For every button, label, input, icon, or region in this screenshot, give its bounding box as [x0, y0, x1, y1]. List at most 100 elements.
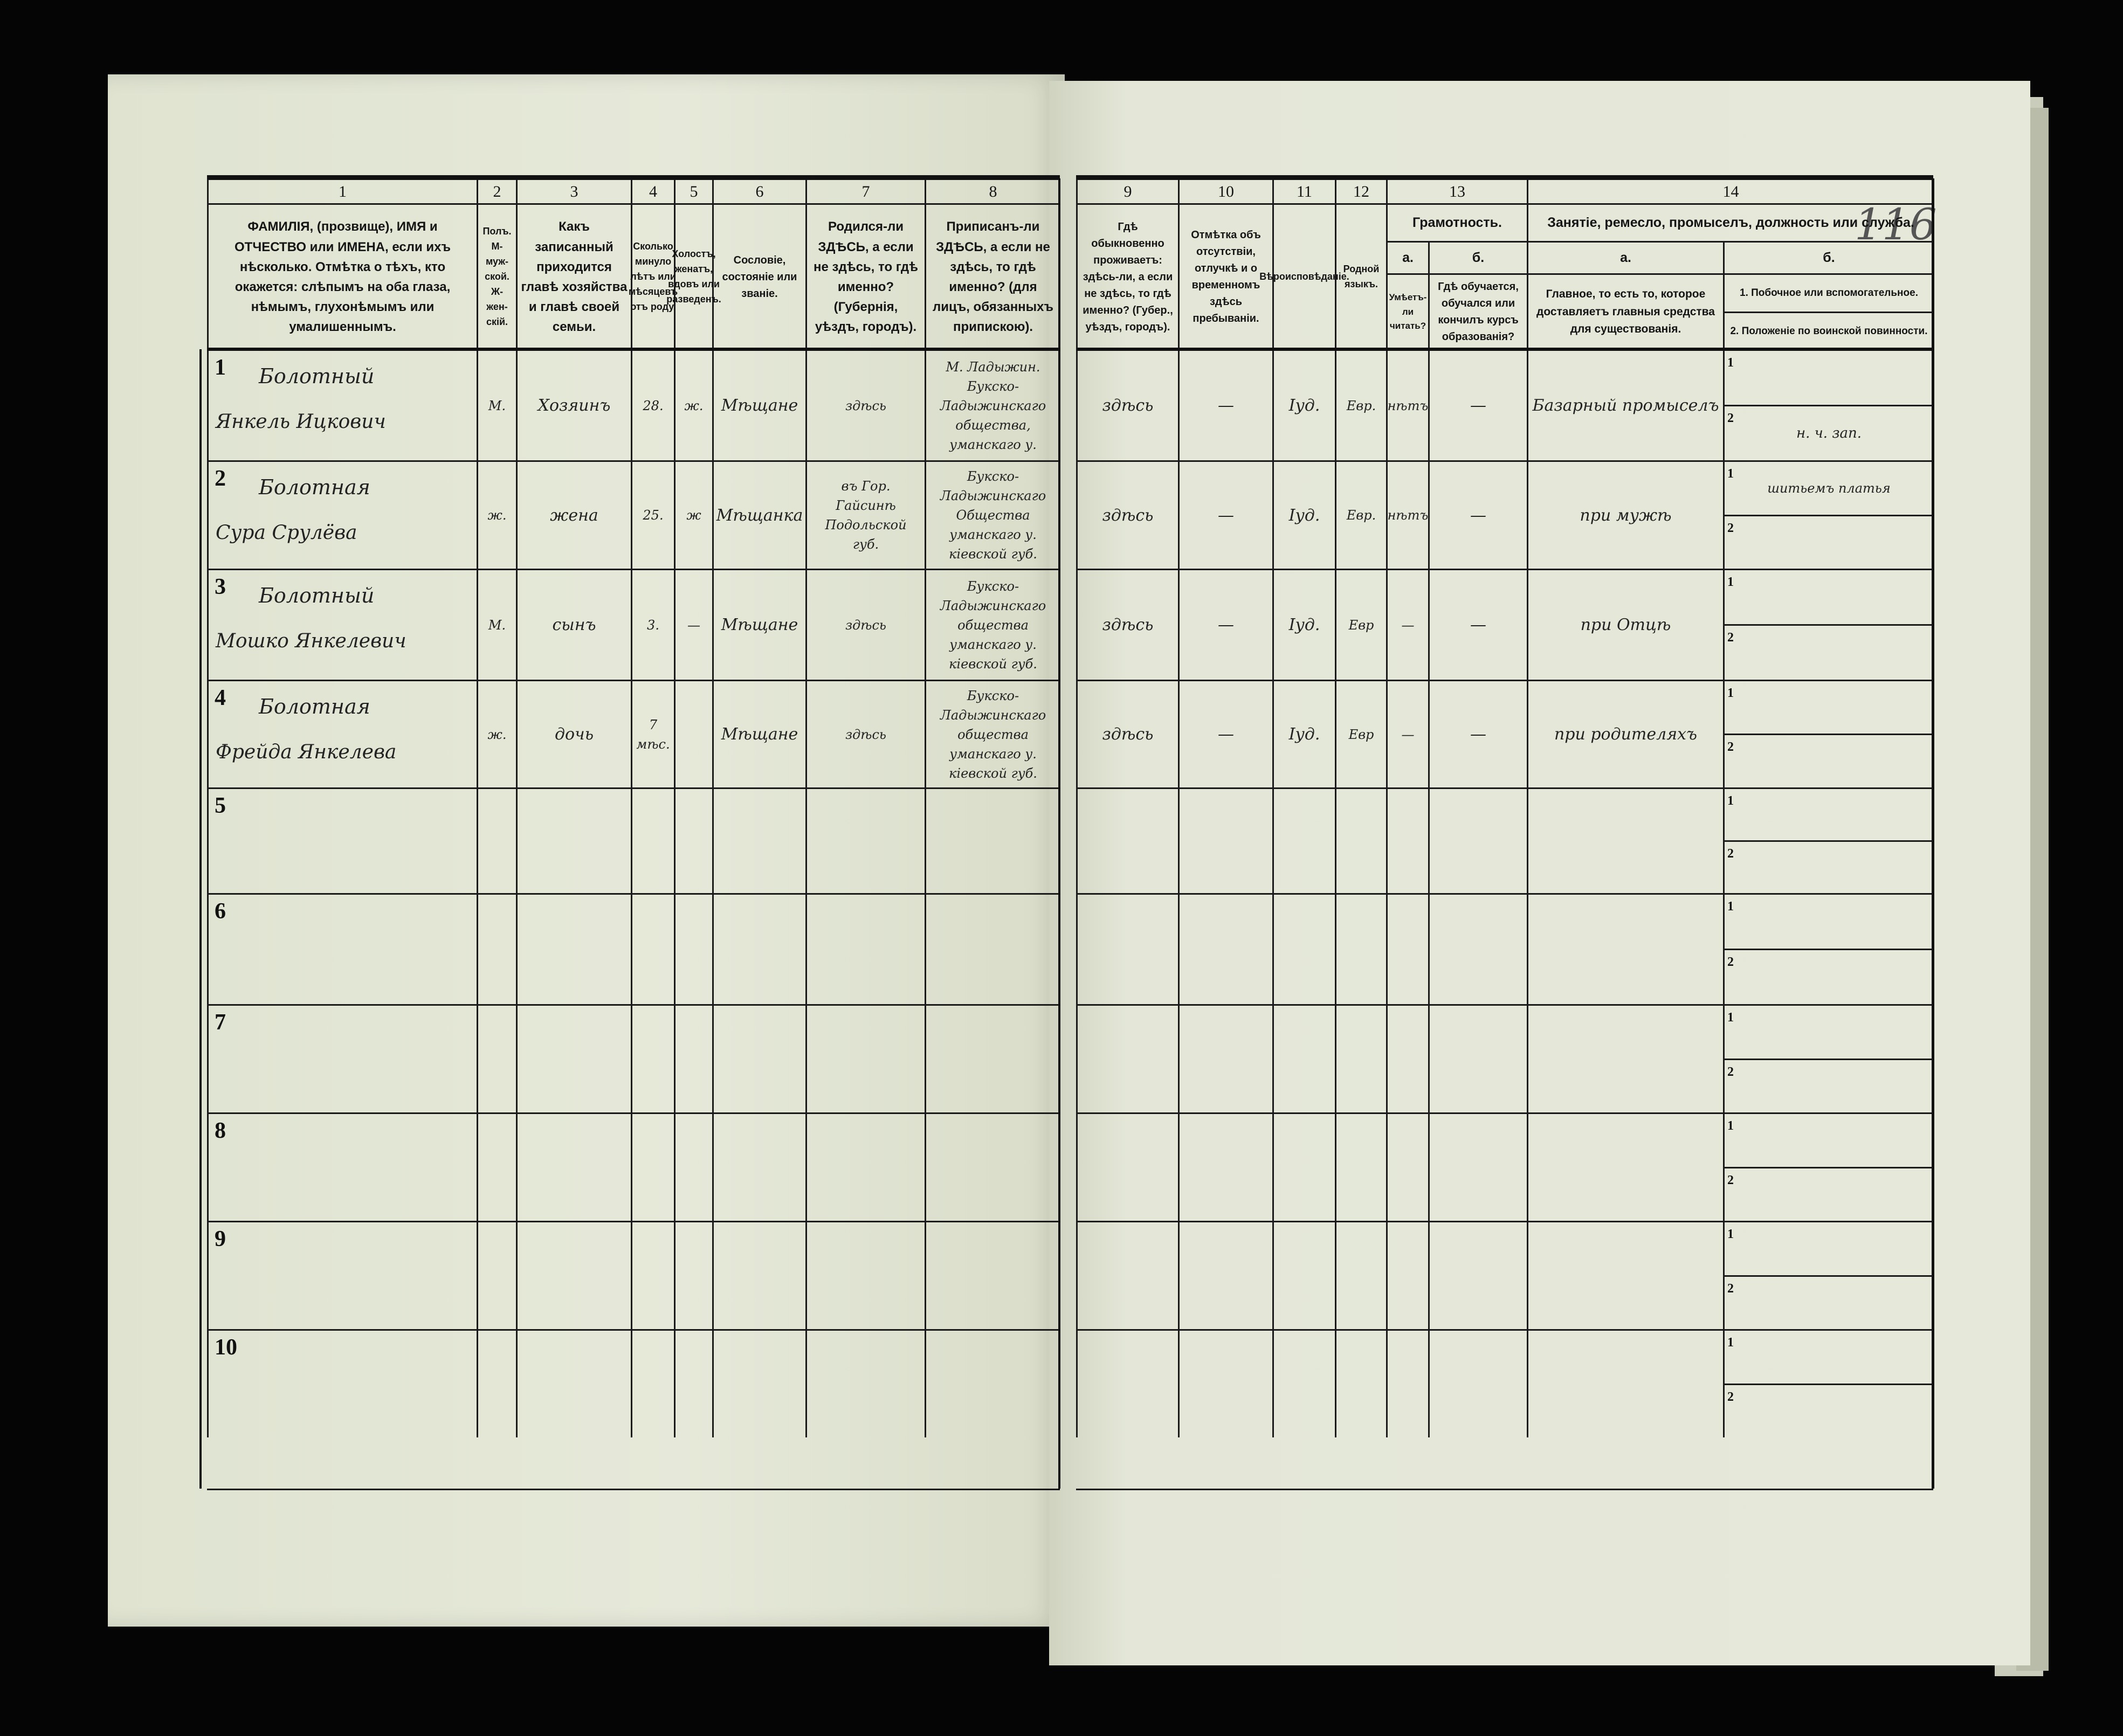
birthplace-cell[interactable]: здѣсь [805, 349, 925, 460]
age-cell[interactable] [631, 893, 674, 1004]
military-status-cell[interactable]: н. ч. зап. [1723, 405, 1933, 460]
relation-cell[interactable]: дочь [516, 680, 631, 787]
military-status-cell[interactable] [1723, 1275, 1933, 1329]
birthplace-cell[interactable]: здѣсь [805, 680, 925, 787]
school-cell[interactable]: — [1428, 680, 1527, 787]
literacy-cell[interactable]: нѣтъ [1386, 349, 1428, 460]
language-cell[interactable]: Евр. [1335, 349, 1386, 460]
school-cell[interactable] [1428, 787, 1527, 893]
occupation-cell[interactable]: Базарный промыселъ [1527, 349, 1723, 460]
occupation-cell[interactable] [1527, 1112, 1723, 1221]
registered-cell[interactable] [925, 1221, 1060, 1329]
secondary-occupation-cell[interactable]: шитьемъ платья [1723, 460, 1933, 515]
religion-cell[interactable] [1272, 1329, 1335, 1437]
sex-cell[interactable] [477, 1112, 516, 1221]
residence-cell[interactable] [1076, 1112, 1178, 1221]
residence-cell[interactable] [1076, 1004, 1178, 1112]
absence-cell[interactable]: — [1178, 680, 1272, 787]
marital-cell[interactable] [674, 787, 712, 893]
religion-cell[interactable] [1272, 1221, 1335, 1329]
estate-cell[interactable]: Мѣщане [712, 349, 805, 460]
birthplace-cell[interactable] [805, 1221, 925, 1329]
registered-cell[interactable]: М. Ладыжин. Букско-Ладыжинскаго общества… [925, 349, 1060, 460]
language-cell[interactable] [1335, 1004, 1386, 1112]
birthplace-cell[interactable] [805, 893, 925, 1004]
residence-cell[interactable] [1076, 893, 1178, 1004]
sex-cell[interactable] [477, 1329, 516, 1437]
religion-cell[interactable]: Iуд. [1272, 460, 1335, 569]
religion-cell[interactable] [1272, 1112, 1335, 1221]
language-cell[interactable] [1335, 787, 1386, 893]
registered-cell[interactable] [925, 1329, 1060, 1437]
school-cell[interactable]: — [1428, 569, 1527, 680]
relation-cell[interactable]: жена [516, 460, 631, 569]
occupation-cell[interactable]: при мужѣ [1527, 460, 1723, 569]
registered-cell[interactable]: Букско-Ладыжинскаго Общества уманскаго у… [925, 460, 1060, 569]
age-cell[interactable]: 7 мѣс. [631, 680, 674, 787]
military-status-cell[interactable] [1723, 734, 1933, 787]
age-cell[interactable]: 28. [631, 349, 674, 460]
estate-cell[interactable] [712, 893, 805, 1004]
marital-cell[interactable] [674, 1221, 712, 1329]
religion-cell[interactable] [1272, 787, 1335, 893]
residence-cell[interactable]: здѣсь [1076, 680, 1178, 787]
residence-cell[interactable] [1076, 1221, 1178, 1329]
relation-cell[interactable]: сынъ [516, 569, 631, 680]
religion-cell[interactable]: Iуд. [1272, 680, 1335, 787]
absence-cell[interactable] [1178, 1004, 1272, 1112]
age-cell[interactable] [631, 1112, 674, 1221]
registered-cell[interactable] [925, 893, 1060, 1004]
literacy-cell[interactable]: — [1386, 680, 1428, 787]
relation-cell[interactable] [516, 1329, 631, 1437]
sex-cell[interactable] [477, 1221, 516, 1329]
school-cell[interactable] [1428, 1221, 1527, 1329]
occupation-cell[interactable] [1527, 893, 1723, 1004]
registered-cell[interactable] [925, 1112, 1060, 1221]
estate-cell[interactable] [712, 1004, 805, 1112]
registered-cell[interactable]: Букско-Ладыжинскаго общества уманскаго у… [925, 569, 1060, 680]
marital-cell[interactable] [674, 893, 712, 1004]
literacy-cell[interactable] [1386, 1329, 1428, 1437]
occupation-cell[interactable] [1527, 1221, 1723, 1329]
language-cell[interactable] [1335, 893, 1386, 1004]
marital-cell[interactable] [674, 1112, 712, 1221]
school-cell[interactable] [1428, 1004, 1527, 1112]
secondary-occupation-cell[interactable] [1723, 893, 1933, 949]
occupation-cell[interactable] [1527, 1329, 1723, 1437]
school-cell[interactable] [1428, 1329, 1527, 1437]
religion-cell[interactable] [1272, 1004, 1335, 1112]
literacy-cell[interactable]: — [1386, 569, 1428, 680]
relation-cell[interactable] [516, 1221, 631, 1329]
religion-cell[interactable]: Iуд. [1272, 569, 1335, 680]
literacy-cell[interactable] [1386, 1004, 1428, 1112]
military-status-cell[interactable] [1723, 624, 1933, 680]
relation-cell[interactable] [516, 787, 631, 893]
sex-cell[interactable] [477, 787, 516, 893]
religion-cell[interactable]: Iуд. [1272, 349, 1335, 460]
secondary-occupation-cell[interactable] [1723, 787, 1933, 840]
birthplace-cell[interactable]: здѣсь [805, 569, 925, 680]
school-cell[interactable] [1428, 893, 1527, 1004]
name-cell[interactable] [207, 1329, 477, 1437]
relation-cell[interactable] [516, 1004, 631, 1112]
secondary-occupation-cell[interactable] [1723, 1329, 1933, 1384]
absence-cell[interactable]: — [1178, 569, 1272, 680]
military-status-cell[interactable] [1723, 1058, 1933, 1112]
estate-cell[interactable]: Мѣщане [712, 680, 805, 787]
military-status-cell[interactable] [1723, 514, 1933, 569]
military-status-cell[interactable] [1723, 840, 1933, 893]
marital-cell[interactable]: ж. [674, 349, 712, 460]
occupation-cell[interactable]: при Отцѣ [1527, 569, 1723, 680]
occupation-cell[interactable] [1527, 787, 1723, 893]
literacy-cell[interactable]: нѣтъ [1386, 460, 1428, 569]
residence-cell[interactable]: здѣсь [1076, 460, 1178, 569]
school-cell[interactable]: — [1428, 349, 1527, 460]
absence-cell[interactable] [1178, 893, 1272, 1004]
secondary-occupation-cell[interactable] [1723, 349, 1933, 405]
absence-cell[interactable]: — [1178, 349, 1272, 460]
estate-cell[interactable]: Мѣщане [712, 569, 805, 680]
secondary-occupation-cell[interactable] [1723, 1221, 1933, 1275]
literacy-cell[interactable] [1386, 1221, 1428, 1329]
language-cell[interactable]: Евр [1335, 569, 1386, 680]
language-cell[interactable] [1335, 1112, 1386, 1221]
